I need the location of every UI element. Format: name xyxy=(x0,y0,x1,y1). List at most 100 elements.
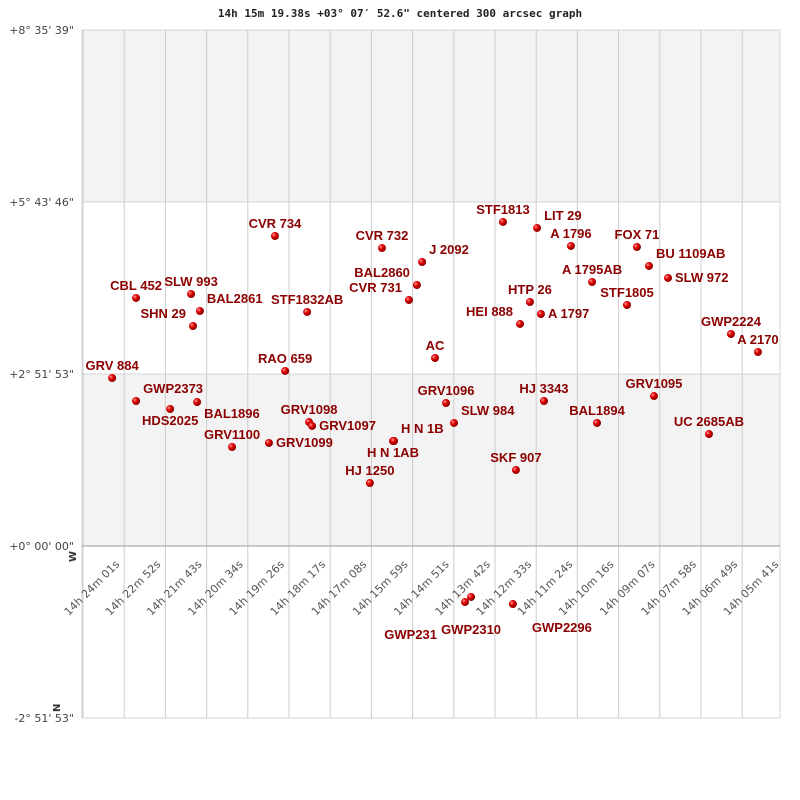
star-label: GWP2310 xyxy=(441,622,501,637)
star-label: BAL2861 xyxy=(207,291,263,306)
star-label: GRV1096 xyxy=(418,383,475,398)
star-label: GWP2373 xyxy=(143,381,203,396)
star-label: GRV1097 xyxy=(319,418,376,433)
star-marker xyxy=(303,307,312,316)
star-marker xyxy=(431,354,440,363)
compass-north: N xyxy=(52,704,63,712)
star-marker xyxy=(377,244,386,253)
star-label: STF1813 xyxy=(476,202,529,217)
star-marker xyxy=(193,398,202,407)
star-label: SLW 972 xyxy=(675,270,728,285)
star-marker xyxy=(132,397,141,406)
plot-band xyxy=(81,373,781,547)
y-tick-label: +8° 35' 39" xyxy=(9,24,74,37)
star-marker xyxy=(649,392,658,401)
star-marker xyxy=(726,329,735,338)
star-marker xyxy=(511,465,520,474)
star-label: BAL1896 xyxy=(204,406,260,421)
star-marker xyxy=(418,258,427,267)
star-label: FOX 71 xyxy=(615,227,660,242)
star-label: LIT 29 xyxy=(544,208,582,223)
star-label: AC xyxy=(426,338,445,353)
star-marker xyxy=(536,310,545,319)
star-label: STF1832AB xyxy=(271,292,343,307)
star-marker xyxy=(593,418,602,427)
star-marker xyxy=(187,290,196,299)
star-label: GRV1098 xyxy=(281,402,338,417)
y-tick-label: +5° 43' 46" xyxy=(9,196,74,209)
star-label: RAO 659 xyxy=(258,351,312,366)
star-label: HEI 888 xyxy=(466,304,513,319)
star-label: A 1795AB xyxy=(562,262,622,277)
star-marker xyxy=(281,366,290,375)
star-label: GWP2296 xyxy=(532,620,592,635)
star-label: J 2092 xyxy=(429,242,469,257)
star-marker xyxy=(508,600,517,609)
star-marker xyxy=(663,273,672,282)
star-marker xyxy=(270,232,279,241)
star-marker xyxy=(132,293,141,302)
star-marker xyxy=(461,598,470,607)
star-label: GRV1099 xyxy=(276,435,333,450)
star-label: BAL2860 xyxy=(354,265,410,280)
star-marker xyxy=(525,297,534,306)
star-label: CBL 452 xyxy=(110,278,162,293)
star-label: GRV1095 xyxy=(626,376,683,391)
star-marker xyxy=(566,241,575,250)
y-tick-label: +0° 00' 00" xyxy=(9,540,74,553)
star-marker xyxy=(539,397,548,406)
star-label: BU 1109AB xyxy=(656,246,725,261)
star-marker xyxy=(189,322,198,331)
chart-title: 14h 15m 19.38s +03° 07′ 52.6" centered 3… xyxy=(218,7,582,20)
star-marker xyxy=(308,421,317,430)
star-label: GRV1100 xyxy=(204,427,260,442)
star-label: A 1796 xyxy=(550,226,591,241)
star-label: STF1805 xyxy=(600,285,653,300)
star-marker xyxy=(467,592,476,601)
star-marker xyxy=(404,296,413,305)
star-marker xyxy=(442,398,451,407)
star-marker xyxy=(753,348,762,357)
star-label: HJ 1250 xyxy=(345,463,394,478)
star-label: HJ 3343 xyxy=(519,381,568,396)
star-label: BAL1894 xyxy=(569,403,625,418)
y-tick-label: +2° 51' 53" xyxy=(9,368,74,381)
star-marker xyxy=(450,418,459,427)
star-marker xyxy=(498,217,507,226)
star-marker xyxy=(195,307,204,316)
star-label: GWP2224 xyxy=(701,314,762,329)
star-label: HTP 26 xyxy=(508,282,552,297)
star-marker xyxy=(623,300,632,309)
star-label: A 1797 xyxy=(548,306,589,321)
star-label: GRV 884 xyxy=(85,358,139,373)
star-label: HDS2025 xyxy=(142,413,198,428)
y-tick-label: -2° 51' 53" xyxy=(14,712,74,725)
star-marker xyxy=(533,223,542,232)
star-label: GWP231 xyxy=(384,627,437,642)
star-marker xyxy=(516,319,525,328)
compass-west: W xyxy=(68,551,79,562)
plot-band xyxy=(81,29,781,203)
star-label: CVR 734 xyxy=(249,216,303,231)
star-label: H N 1AB xyxy=(367,445,419,460)
star-label: SLW 993 xyxy=(164,274,217,289)
star-marker xyxy=(412,281,421,290)
star-label: SLW 984 xyxy=(461,403,515,418)
star-marker xyxy=(264,438,273,447)
star-marker xyxy=(632,242,641,251)
star-label: SKF 907 xyxy=(490,450,541,465)
star-marker xyxy=(390,436,399,445)
star-label: UC 2685AB xyxy=(674,414,744,429)
star-label: A 2170 xyxy=(737,332,778,347)
star-label: CVR 731 xyxy=(349,280,402,295)
plot-band xyxy=(81,201,781,375)
star-marker xyxy=(645,261,654,270)
star-label: H N 1B xyxy=(401,421,444,436)
star-marker xyxy=(166,404,175,413)
star-marker xyxy=(588,278,597,287)
star-marker xyxy=(704,430,713,439)
star-label: CVR 732 xyxy=(356,228,409,243)
star-marker xyxy=(365,479,374,488)
star-label: SHN 29 xyxy=(140,306,186,321)
